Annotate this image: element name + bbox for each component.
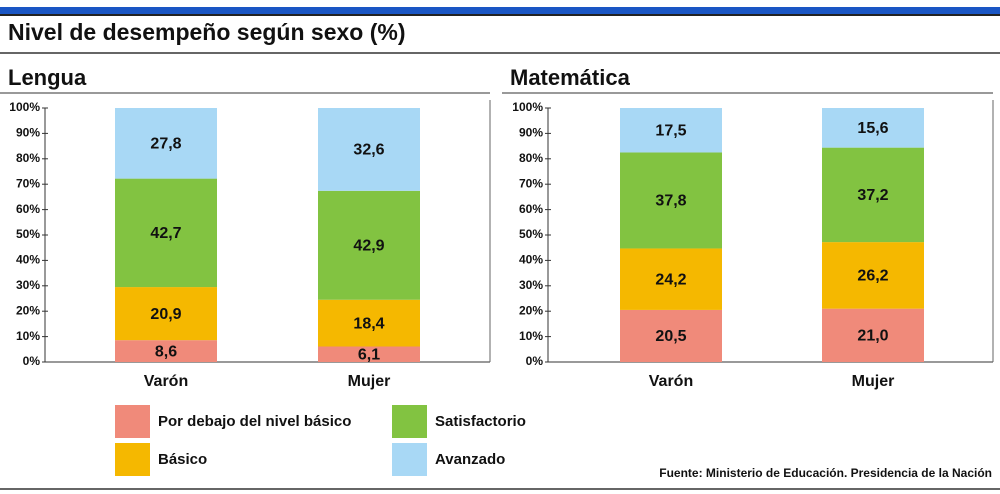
y-tick-label: 30% <box>16 278 40 292</box>
y-tick-label: 70% <box>519 176 543 190</box>
x-tick-label: Mujer <box>852 373 895 390</box>
value-label: 32,6 <box>353 142 384 159</box>
bar-segment <box>318 299 420 347</box>
y-tick-label: 40% <box>16 253 40 267</box>
value-label: 26,2 <box>857 268 888 285</box>
legend-swatch <box>115 443 150 476</box>
y-tick-label: 10% <box>16 329 40 343</box>
value-label: 8,6 <box>155 343 177 360</box>
value-label: 20,9 <box>150 306 181 323</box>
value-label: 18,4 <box>353 315 384 332</box>
y-tick-label: 90% <box>16 126 40 140</box>
value-label: 6,1 <box>358 346 380 363</box>
value-label: 15,6 <box>857 120 888 137</box>
bar-segment <box>318 108 420 191</box>
y-tick-label: 60% <box>16 202 40 216</box>
y-tick-label: 90% <box>519 126 543 140</box>
bar-segment <box>620 108 722 153</box>
bar-segment <box>822 108 924 148</box>
bar-segment <box>620 152 722 249</box>
y-tick-label: 50% <box>519 227 543 241</box>
chart-title: Lengua <box>8 65 87 90</box>
x-tick-label: Varón <box>649 373 693 390</box>
legend-label: Básico <box>158 451 207 468</box>
bar-segment <box>115 178 217 288</box>
bar-segment <box>318 346 420 362</box>
legend-label: Avanzado <box>435 451 505 468</box>
y-tick-label: 0% <box>526 354 544 368</box>
bar-segment <box>822 242 924 309</box>
value-label: 27,8 <box>150 136 181 153</box>
legend-swatch <box>392 443 427 476</box>
legend-label: Por debajo del nivel básico <box>158 413 351 430</box>
bar-segment <box>620 309 722 362</box>
value-label: 37,8 <box>655 193 686 210</box>
y-tick-label: 40% <box>519 253 543 267</box>
value-label: 21,0 <box>857 328 888 345</box>
legend-swatch <box>392 405 427 438</box>
source: Fuente: Ministerio de Educación. Preside… <box>659 466 992 480</box>
bar-segment <box>822 308 924 362</box>
y-tick-label: 30% <box>519 278 543 292</box>
value-label: 17,5 <box>655 122 686 139</box>
page-title: Nivel de desempeño según sexo (%) <box>8 19 406 45</box>
y-tick-label: 100% <box>9 100 40 114</box>
bar-segment <box>115 287 217 341</box>
y-tick-label: 0% <box>23 354 41 368</box>
y-tick-label: 20% <box>16 303 40 317</box>
bar-segment <box>822 147 924 243</box>
chart-title: Matemática <box>510 65 631 90</box>
legend-label: Satisfactorio <box>435 413 526 430</box>
value-label: 20,5 <box>655 328 686 345</box>
value-label: 42,9 <box>353 238 384 255</box>
x-tick-label: Varón <box>144 373 188 390</box>
y-tick-label: 20% <box>519 303 543 317</box>
y-tick-label: 60% <box>519 202 543 216</box>
bar-segment <box>620 248 722 310</box>
value-label: 42,7 <box>150 225 181 242</box>
value-label: 37,2 <box>857 187 888 204</box>
legend-swatch <box>115 405 150 438</box>
x-tick-label: Mujer <box>348 373 391 390</box>
top-bar <box>0 7 1000 14</box>
bar-segment <box>318 190 420 300</box>
y-tick-label: 10% <box>519 329 543 343</box>
y-tick-label: 70% <box>16 176 40 190</box>
y-tick-label: 100% <box>512 100 543 114</box>
y-tick-label: 50% <box>16 227 40 241</box>
value-label: 24,2 <box>655 271 686 288</box>
bar-segment <box>115 340 217 362</box>
top-rule <box>0 14 1000 16</box>
y-tick-label: 80% <box>519 151 543 165</box>
bar-segment <box>115 108 217 179</box>
y-tick-label: 80% <box>16 151 40 165</box>
